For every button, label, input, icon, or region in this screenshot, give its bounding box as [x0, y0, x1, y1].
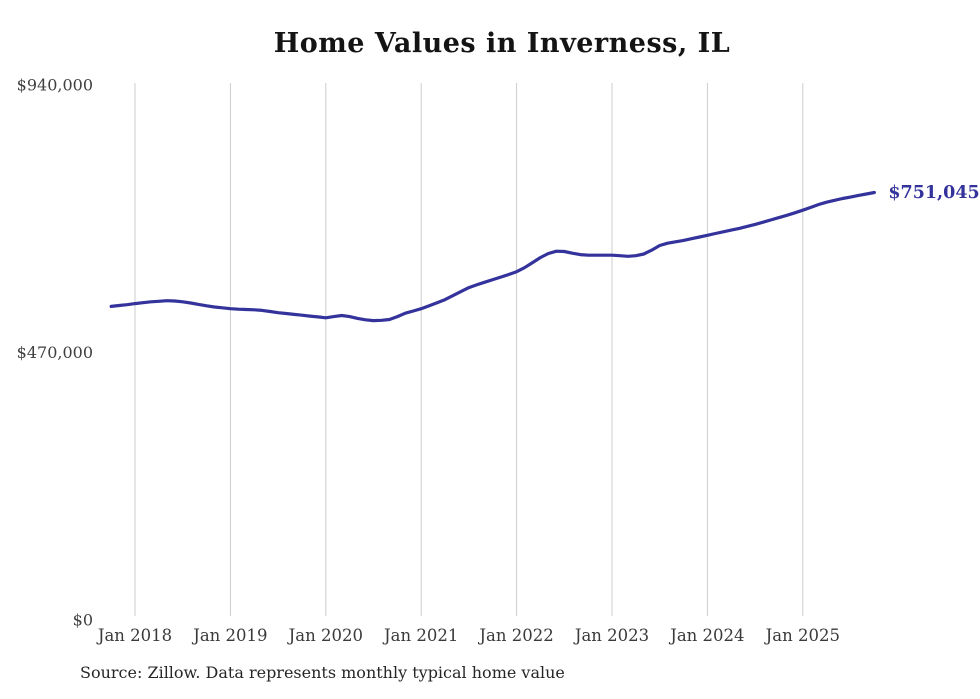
chart-title: Home Values in Inverness, IL	[273, 28, 731, 59]
x-tick-label: Jan 2024	[668, 626, 744, 645]
x-tick-label: Jan 2023	[573, 626, 649, 645]
latest-value-label: $751,045	[888, 183, 979, 203]
x-tick-label: Jan 2020	[287, 626, 363, 645]
x-tick-label: Jan 2019	[191, 626, 267, 645]
x-tick-label: Jan 2022	[477, 626, 553, 645]
home-values-line-chart: Jan 2018 Jan 2019 Jan 2020 Jan 2021 Jan 2022…	[17, 76, 980, 646]
y-tick-label: $470,000	[17, 343, 93, 362]
x-tick-label: Jan 2021	[382, 626, 458, 645]
x-tick-label: Jan 2018	[96, 626, 172, 645]
value-line	[109, 190, 876, 323]
y-tick-label: $0	[73, 611, 93, 630]
source-note: Source: Zillow. Data represents monthly …	[80, 663, 565, 682]
x-tick-label: Jan 2025	[764, 626, 840, 645]
y-tick-label: $940,000	[17, 76, 93, 95]
